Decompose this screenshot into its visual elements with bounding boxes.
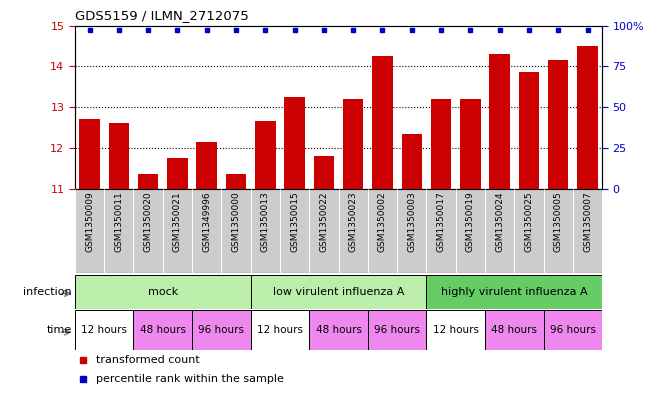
Bar [104,189,133,273]
Text: 48 hours: 48 hours [316,325,361,335]
Text: 96 hours: 96 hours [550,325,596,335]
Text: 96 hours: 96 hours [374,325,420,335]
Bar [485,189,514,273]
Bar [309,310,368,350]
Text: GSM1350011: GSM1350011 [115,191,123,252]
Bar [79,119,100,189]
Bar [514,189,544,273]
Text: 96 hours: 96 hours [199,325,244,335]
Text: mock: mock [148,287,178,297]
Bar [544,189,573,273]
Text: GSM1350002: GSM1350002 [378,191,387,252]
Bar [255,121,275,189]
Text: GSM1350019: GSM1350019 [466,191,475,252]
Bar [309,189,339,273]
Text: GSM1350017: GSM1350017 [437,191,445,252]
Text: percentile rank within the sample: percentile rank within the sample [96,374,284,384]
Bar [519,72,539,189]
Bar [163,189,192,273]
Text: GSM1350024: GSM1350024 [495,191,504,252]
Bar [426,275,602,309]
Text: highly virulent influenza A: highly virulent influenza A [441,287,588,297]
Bar [426,189,456,273]
Bar [133,189,163,273]
Text: GSM1350009: GSM1350009 [85,191,94,252]
Bar [460,99,480,189]
Text: infection: infection [23,287,72,297]
Bar [192,189,221,273]
Bar [456,189,485,273]
Bar [573,189,602,273]
Text: GSM1350020: GSM1350020 [144,191,152,252]
Bar [490,54,510,189]
Text: 12 hours: 12 hours [81,325,127,335]
Bar [75,189,104,273]
Bar [343,99,363,189]
Bar [138,174,158,189]
Bar [75,310,133,350]
Bar [251,310,309,350]
Bar [167,158,187,189]
Bar [544,310,602,350]
Bar [226,174,246,189]
Text: GSM1350023: GSM1350023 [349,191,357,252]
Bar [372,56,393,189]
Text: 48 hours: 48 hours [140,325,186,335]
Text: 12 hours: 12 hours [433,325,478,335]
Text: GSM1349996: GSM1349996 [202,191,211,252]
Bar [431,99,451,189]
Bar [251,275,426,309]
Bar [133,310,192,350]
Bar [251,189,280,273]
Text: GSM1350000: GSM1350000 [232,191,240,252]
Bar [426,310,485,350]
Bar [577,46,598,189]
Bar [339,189,368,273]
Bar [109,123,129,189]
Text: GSM1350025: GSM1350025 [525,191,533,252]
Bar [548,60,568,189]
Text: GSM1350007: GSM1350007 [583,191,592,252]
Text: GSM1350003: GSM1350003 [408,191,416,252]
Text: 12 hours: 12 hours [257,325,303,335]
Bar [402,134,422,189]
Text: GSM1350015: GSM1350015 [290,191,299,252]
Text: time: time [46,325,72,335]
Bar [485,310,544,350]
Text: low virulent influenza A: low virulent influenza A [273,287,404,297]
Text: 48 hours: 48 hours [492,325,537,335]
Bar [284,97,305,189]
Bar [280,189,309,273]
Bar [314,156,334,189]
Text: GSM1350022: GSM1350022 [320,191,328,252]
Text: GSM1350021: GSM1350021 [173,191,182,252]
Bar [197,142,217,189]
Bar [221,189,251,273]
Bar [397,189,426,273]
Bar [75,275,251,309]
Text: transformed count: transformed count [96,355,200,365]
Text: GDS5159 / ILMN_2712075: GDS5159 / ILMN_2712075 [75,9,249,22]
Text: GSM1350005: GSM1350005 [554,191,562,252]
Bar [192,310,251,350]
Bar [368,310,426,350]
Bar [368,189,397,273]
Text: GSM1350013: GSM1350013 [261,191,270,252]
